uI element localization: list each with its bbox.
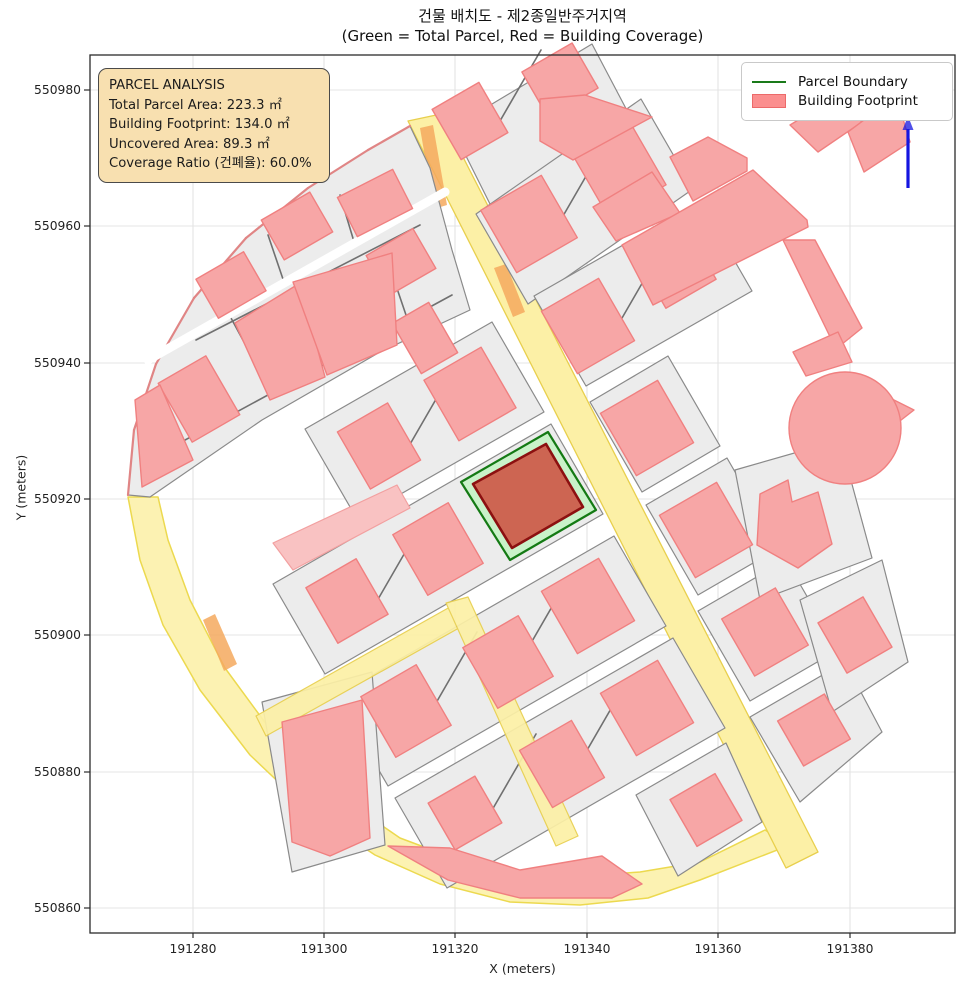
x-tick-label: 191360 — [695, 942, 742, 956]
info-line-footprint: Building Footprint: 134.0 ㎡ — [109, 117, 290, 133]
legend: Parcel Boundary Building Footprint — [741, 62, 953, 121]
building-footprint-patch-swatch — [752, 94, 786, 108]
parcel-boundary-line-swatch — [752, 81, 786, 83]
building-footprint — [427, 775, 503, 851]
x-tick-label: 191300 — [301, 942, 348, 956]
axes-frame: 191280 191300 191320 191340 191360 191380 5509… — [34, 54, 956, 956]
x-tick-label: 191340 — [564, 942, 611, 956]
building-footprint-light-layer — [272, 484, 411, 571]
building-footprint — [305, 558, 389, 644]
building-footprint — [195, 251, 267, 319]
chart-title: 건물 배치도 - 제2종일반주거지역 (Green = Total Parcel… — [90, 6, 955, 47]
info-line-coverage: Coverage Ratio (건폐율): 60.0% — [109, 156, 312, 172]
building-footprint — [599, 659, 695, 757]
fan-arc-edge — [366, 124, 412, 152]
orange-accent — [494, 264, 525, 317]
chart-title-line1: 건물 배치도 - 제2종일반주거지역 — [418, 7, 627, 25]
building-footprint — [669, 772, 743, 848]
y-tick-label: 550880 — [34, 765, 81, 779]
building-footprint — [392, 501, 484, 597]
y-tick-label: 550860 — [34, 901, 81, 915]
x-axis-label: X (meters) — [489, 961, 556, 976]
parcel-analysis-box: PARCEL ANALYSIS Total Parcel Area: 223.3… — [98, 68, 330, 183]
building-footprint — [134, 384, 194, 488]
legend-label-building-footprint: Building Footprint — [798, 93, 918, 109]
building-footprint — [391, 301, 459, 375]
chart-title-line2: (Green = Total Parcel, Red = Building Co… — [341, 27, 704, 46]
building-footprint — [776, 693, 852, 767]
building-footprint — [336, 168, 414, 238]
building-footprint — [817, 596, 893, 674]
building-footprint — [292, 252, 398, 376]
building-footprint — [782, 239, 863, 350]
building-footprint — [756, 479, 833, 569]
building-footprint — [540, 277, 636, 375]
building-footprint — [431, 81, 509, 161]
parcel-divider — [267, 234, 286, 286]
x-tick-label: 191280 — [170, 942, 217, 956]
info-line-total-area: Total Parcel Area: 223.3 ㎡ — [109, 97, 282, 113]
building-footprint — [423, 346, 517, 442]
building-footprint — [518, 719, 606, 809]
building-footprint — [157, 355, 241, 443]
building-footprint — [621, 169, 809, 306]
building-footprint — [599, 379, 695, 477]
y-axis-label: Y (meters) — [13, 454, 29, 521]
y-tick-label: 550920 — [34, 492, 81, 506]
building-footprint — [360, 663, 452, 759]
orange-accent — [203, 614, 237, 671]
y-tick-label: 550960 — [34, 219, 81, 233]
legend-label-parcel-boundary: Parcel Boundary — [798, 74, 908, 90]
legend-item-parcel-boundary: Parcel Boundary — [752, 74, 942, 90]
fan-street — [143, 187, 450, 365]
building-footprint — [260, 191, 334, 261]
building-footprint — [387, 845, 643, 899]
building-footprint-round-layer — [788, 371, 902, 485]
fan-street-layer — [143, 187, 450, 365]
building-footprint-layer — [134, 94, 915, 899]
info-line-title: PARCEL ANALYSIS — [109, 78, 225, 93]
building-footprint — [669, 136, 748, 202]
y-tick-label: 550940 — [34, 356, 81, 370]
building-footprint — [539, 94, 653, 161]
y-tick-label: 550900 — [34, 628, 81, 642]
building-footprint — [234, 282, 326, 401]
legend-item-building-footprint: Building Footprint — [752, 93, 942, 109]
building-footprint-light — [272, 484, 411, 571]
highlight-building-layer — [471, 442, 585, 550]
x-tick-label: 191380 — [827, 942, 874, 956]
building-footprint — [658, 481, 754, 579]
fan-arc-edge — [126, 428, 136, 497]
north-arrow — [902, 116, 914, 188]
y-tick-label: 550980 — [34, 83, 81, 97]
building-footprint — [479, 174, 579, 274]
building-footprint — [792, 331, 853, 377]
building-footprint — [720, 587, 810, 677]
orange-accent — [420, 125, 447, 209]
x-tick-label: 191320 — [432, 942, 479, 956]
north-arrow-head — [902, 116, 914, 130]
building-footprint — [540, 557, 636, 655]
info-line-uncovered: Uncovered Area: 89.3 ㎡ — [109, 136, 270, 152]
building-footprint — [336, 402, 422, 490]
building-footprint — [281, 699, 371, 857]
building-footprint-round — [788, 371, 902, 485]
highlight-building — [471, 442, 585, 550]
building-footprint — [462, 614, 554, 710]
